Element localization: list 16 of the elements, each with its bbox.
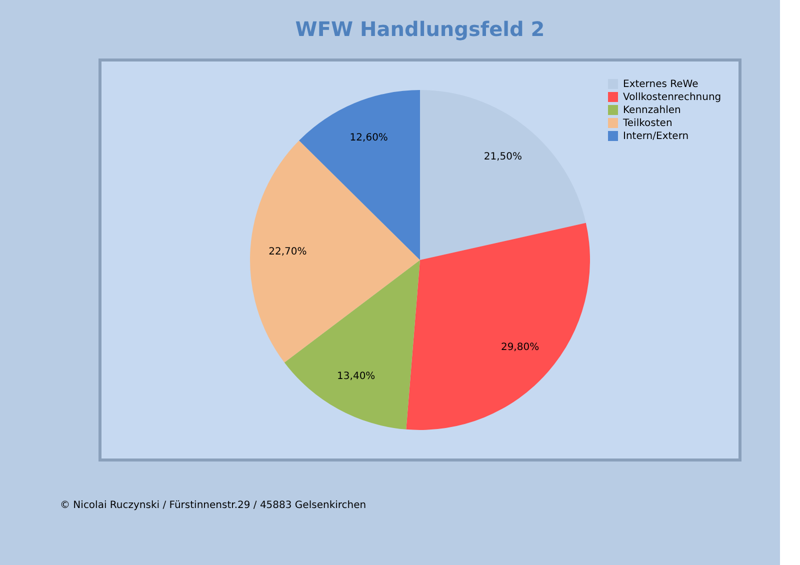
legend-label: Teilkosten bbox=[622, 118, 672, 129]
chart-title: WFW Handlungsfeld 2 bbox=[295, 17, 545, 41]
pie-slice bbox=[284, 260, 420, 430]
legend-label: Intern/Extern bbox=[623, 131, 689, 142]
data-label: 29,80% bbox=[500, 342, 540, 354]
legend-label: Kennzahlen bbox=[623, 105, 681, 116]
data-label: 22,70% bbox=[268, 246, 307, 258]
pie-slice bbox=[420, 90, 586, 260]
data-label: 12,60% bbox=[350, 132, 388, 144]
legend-label: Externes ReWe bbox=[623, 79, 698, 90]
pie-slice bbox=[250, 140, 420, 362]
data-label: 21,50% bbox=[484, 152, 522, 163]
text: © Nicolai Ruczynski / Fürstinnenstr.29 / 45883 Gelsenkirchen bbox=[60, 500, 366, 511]
pie-slice bbox=[406, 222, 590, 430]
data-label: 13,40% bbox=[337, 371, 376, 382]
legend-label: Vollkostenrechnung bbox=[623, 92, 722, 103]
